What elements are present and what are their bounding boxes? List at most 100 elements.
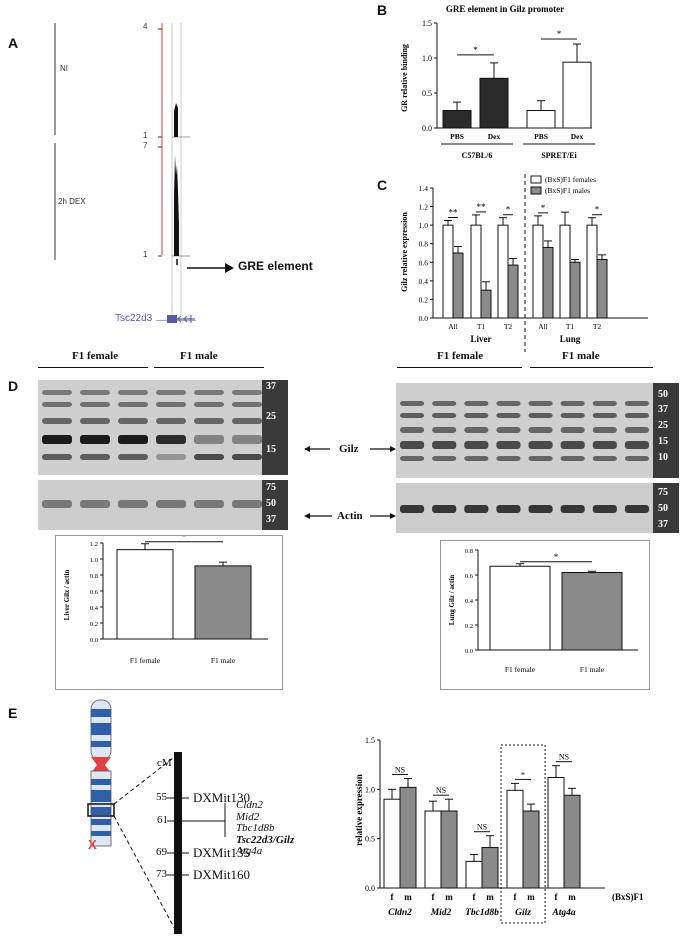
chart-c-category: T1 <box>566 322 575 331</box>
blot-band <box>118 500 148 508</box>
blot-band <box>592 505 617 513</box>
blot-band <box>432 401 457 406</box>
chart-c-female-bar <box>586 224 598 319</box>
blot-band <box>194 390 224 395</box>
chart-e-m-bar <box>563 794 581 889</box>
x-chromosome-mark: X <box>88 837 97 852</box>
gene-list: Cldn2 Mid2 Tbc1d8b Tsc22d3/Gilz Atg4a <box>236 799 294 858</box>
chart-b-ytick-label: 0.5 <box>422 89 432 98</box>
chart-e-ytick-label: 1.0 <box>365 785 375 794</box>
blot-band <box>464 427 489 433</box>
liver-actin-blot <box>38 480 266 530</box>
chart-d-liver-ytick-label: 1.0 <box>90 557 98 564</box>
blot-band <box>592 413 617 418</box>
chart-b-ytick-label: 0.0 <box>422 124 432 133</box>
chart-e-category: Gilz <box>515 908 531 918</box>
chart-e-m-bar <box>481 847 499 889</box>
chart-d-liver-ytick-label: 0.2 <box>90 621 98 628</box>
blot-band <box>42 390 72 395</box>
chart-d-liver-bar <box>116 549 174 640</box>
chart-d-lung-ytick-label: 0.2 <box>465 623 473 630</box>
arrow-head <box>225 263 234 273</box>
chart-b-sig-label: * <box>473 45 478 55</box>
scale2-bottom: 1 <box>143 250 148 259</box>
actin-arrows <box>304 513 396 519</box>
chart-b-group-label: C57BL/6 <box>462 151 493 160</box>
chart-c-category: T2 <box>504 322 513 331</box>
chart-d-lung-sig-label: * <box>554 552 559 562</box>
blot-band <box>592 427 617 433</box>
chart-c-ytick-label: 1.0 <box>419 221 429 230</box>
chart-e-sex-label: m <box>568 892 576 902</box>
blot-band <box>560 427 585 433</box>
chart-c-male-bar <box>452 252 464 319</box>
blot-band <box>194 418 224 424</box>
blot-band <box>118 390 148 395</box>
chart-e-f-bar <box>383 798 401 889</box>
blot-band <box>80 418 110 424</box>
blot-band <box>80 500 110 508</box>
blot-band <box>118 402 148 407</box>
gilz-band-label: Gilz <box>339 443 359 455</box>
chart-c-ytick-label: 1.2 <box>419 203 429 212</box>
marker-left-25: 25 <box>266 411 276 422</box>
blot-band <box>528 441 553 449</box>
chart-c-group-label: Lung <box>560 334 581 344</box>
centromere <box>91 757 111 773</box>
chart-b-ylabel: GR relative binding <box>400 44 409 112</box>
blot-band <box>42 402 72 407</box>
chart-d-liver-ylabel: Liver Gilz / actin <box>63 570 71 621</box>
blot-band <box>624 456 649 461</box>
blot-band <box>194 435 224 444</box>
panel-label-e: E <box>8 705 18 721</box>
chart-e: relative expression 0.00.51.01.5f mCldn2N… <box>354 736 644 924</box>
actin-band-label: Actin <box>337 510 363 522</box>
chart-c-male-bar <box>480 289 492 319</box>
marker-dxmit160: DXMit160 <box>193 867 251 882</box>
blot-band <box>80 454 110 460</box>
blot-band <box>496 401 521 406</box>
chart-e-sex-label: f <box>432 892 436 902</box>
chart-c-ylabel: Gilz relative expression <box>400 212 409 292</box>
marker-right-actin-50: 50 <box>658 503 668 514</box>
chart-c-sig-label: ** <box>477 202 487 212</box>
blot-band <box>432 427 457 433</box>
chart-e-sig-label: NS <box>477 823 487 832</box>
chart-c-legend-swatch <box>530 175 542 184</box>
chart-e-m-bar <box>399 786 417 889</box>
chart-c: Gilz relative expression 0.0 0.2 0.4 0.6 0.8… <box>400 174 648 352</box>
chart-c-legend-label: (BxS)F1 males <box>545 186 590 195</box>
blot-band <box>42 500 72 508</box>
gene-label: Tsc22d3 <box>115 313 153 324</box>
blot-band <box>80 390 110 395</box>
chart-c-male-bar <box>542 246 554 319</box>
chart-e-f-bar <box>506 789 524 889</box>
blot-band <box>400 441 425 449</box>
marker-right-15: 15 <box>658 436 668 447</box>
marker-right-25: 25 <box>658 420 668 431</box>
blot-band <box>432 505 457 513</box>
chart-e-f-bar <box>424 810 442 889</box>
chart-c-category: All <box>538 322 548 331</box>
blot-band <box>560 413 585 418</box>
blot-band <box>156 454 186 460</box>
chart-d-lung-category: F1 female <box>505 665 536 674</box>
blot-band <box>232 500 262 508</box>
chart-c-category: T1 <box>477 322 486 331</box>
blot-band <box>156 418 186 424</box>
blot-band <box>592 456 617 461</box>
blot-band <box>560 456 585 461</box>
chart-d-lung-ytick-label: 0.8 <box>465 548 473 555</box>
chart-c-ytick-label: 0.0 <box>419 314 429 323</box>
blot-band <box>464 505 489 513</box>
chart-d-lung-bar <box>561 572 623 651</box>
blot-band <box>400 505 425 513</box>
chart-b-group-label: SPRET/Ei <box>541 151 577 160</box>
chromosome-map <box>87 699 226 934</box>
chart-c-ytick-label: 0.2 <box>419 295 429 304</box>
chart-c-female-bar <box>470 224 482 319</box>
chart-b-bar <box>442 110 472 129</box>
chart-e-sig-label: NS <box>395 765 405 774</box>
pos-55: 55 <box>156 791 167 803</box>
blot-band <box>560 505 585 513</box>
